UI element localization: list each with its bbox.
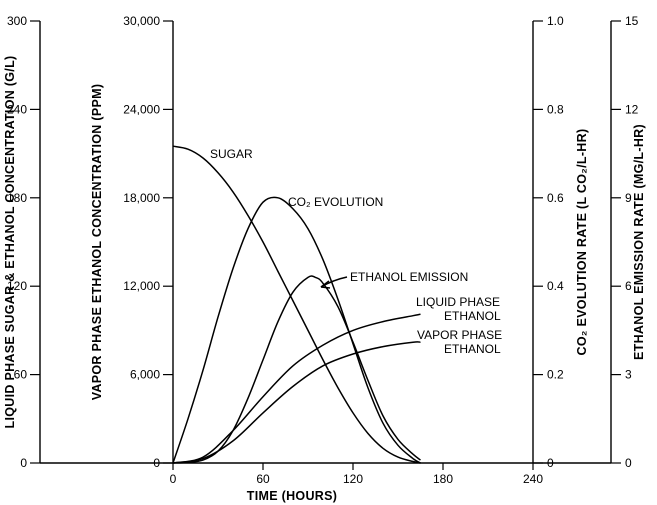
vapor-tick-label: 18,000 xyxy=(123,191,160,205)
x-axis-label: TIME (HOURS) xyxy=(247,489,337,503)
co2-tick-label: 1.0 xyxy=(547,14,564,28)
vapor-tick-label: 12,000 xyxy=(123,279,160,293)
co2-evolution-label: CO₂ EVOLUTION xyxy=(288,195,383,209)
x-tick-label: 180 xyxy=(433,472,453,486)
emission-axis-label: ETHANOL EMISSION RATE (MG/L-HR) xyxy=(632,124,646,360)
emission-tick-label: 0 xyxy=(625,456,632,470)
ethanol-emission-arrowhead xyxy=(320,280,331,289)
co2-tick-label: 0 xyxy=(547,456,554,470)
sugar-tick-label: 120 xyxy=(7,279,27,293)
sugar-tick-label: 180 xyxy=(7,191,27,205)
liquid-phase-ethanol-curve xyxy=(172,313,421,464)
co2-evolution-curve xyxy=(172,196,421,464)
vapor-tick-label: 6,000 xyxy=(130,368,160,382)
liquid-ethanol-label: ETHANOL xyxy=(444,309,501,323)
co2-tick-label: 0.4 xyxy=(547,279,564,293)
x-tick-label: 240 xyxy=(523,472,543,486)
x-tick-label: 0 xyxy=(170,472,177,486)
vapor-tick-label: 24,000 xyxy=(123,102,160,116)
liquid-phase-label: LIQUID PHASE xyxy=(416,295,500,309)
co2-tick-label: 0.8 xyxy=(547,102,564,116)
sugar-label: SUGAR xyxy=(210,147,253,161)
chart-labels: SUGAR CO₂ EVOLUTION ETHANOL EMISSION LIQUID… xyxy=(210,147,502,356)
ethanol-emission-label: ETHANOL EMISSION xyxy=(350,270,468,284)
co2-axis-label: CO₂ EVOLUTION RATE (L CO₂/L-HR) xyxy=(575,129,589,356)
emission-tick-label: 9 xyxy=(625,191,632,205)
vapor-ethanol-label: ETHANOL xyxy=(444,342,501,356)
x-tick-label: 120 xyxy=(343,472,363,486)
chart-curves xyxy=(172,145,421,464)
sugar-axis-label: LIQUID PHASE SUGAR & ETHANOL CONCENTRATI… xyxy=(3,56,17,429)
vapor-axis-label: VAPOR PHASE ETHANOL CONCENTRATION (PPM) xyxy=(90,84,104,401)
sugar-curve xyxy=(172,145,421,464)
co2-tick-label: 0.2 xyxy=(547,368,564,382)
vapor-tick-label: 30,000 xyxy=(123,14,160,28)
emission-tick-label: 12 xyxy=(625,102,639,116)
emission-tick-label: 6 xyxy=(625,279,632,293)
ethanol-emission-leader xyxy=(320,276,348,288)
sugar-tick-label: 300 xyxy=(7,14,27,28)
sugar-tick-label: 0 xyxy=(20,456,27,470)
sugar-tick-label: 240 xyxy=(7,102,27,116)
x-tick-label: 60 xyxy=(256,472,270,486)
vapor-phase-label: VAPOR PHASE xyxy=(417,328,502,342)
emission-tick-label: 15 xyxy=(625,14,639,28)
sugar-tick-label: 60 xyxy=(14,368,28,382)
vapor-phase-ethanol-curve xyxy=(172,341,421,464)
co2-tick-label: 0.6 xyxy=(547,191,564,205)
ethanol-emission-curve xyxy=(172,275,421,464)
vapor-tick-label: 0 xyxy=(153,456,160,470)
emission-tick-label: 3 xyxy=(625,368,632,382)
